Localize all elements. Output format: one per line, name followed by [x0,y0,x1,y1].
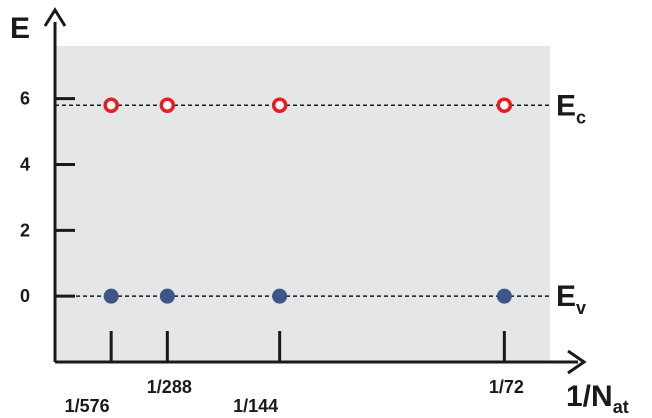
line-label-sub-1: v [576,298,586,318]
y-axis-title: E [10,12,30,45]
line-label-sub-0: c [576,107,586,127]
data-point-s0-3 [496,97,513,113]
x-tick-label-1: 1/288 [147,377,192,397]
y-tick-label-2: 4 [20,155,30,175]
x-axis-title-main: 1/N [566,380,613,413]
data-point-s0-0 [103,97,119,113]
line-label-0: Ec [556,89,586,127]
x-axis-title: 1/Nat [566,380,629,417]
line-label-main-1: E [556,280,576,313]
data-point-s1-3 [496,288,512,304]
shaded-region [55,46,550,362]
y-tick-label-3: 6 [20,89,30,109]
data-point-s1-1 [159,288,175,304]
line-label-main-0: E [556,89,576,122]
y-tick-label-1: 2 [20,220,30,240]
x-tick-label-2: 1/144 [233,396,278,416]
x-tick-label-0: 1/576 [65,396,110,416]
data-point-s1-0 [103,288,119,304]
data-point-s1-2 [272,288,288,304]
x-tick-label-3: 1/72 [489,377,524,397]
line-label-1: Ev [556,280,586,318]
y-axis-arrowhead [43,7,67,27]
y-tick-label-0: 0 [20,286,30,306]
data-point-s0-2 [271,97,288,113]
x-axis-title-sub: at [613,397,629,417]
data-point-s0-1 [159,97,176,113]
x-axis-arrowhead [567,349,587,375]
